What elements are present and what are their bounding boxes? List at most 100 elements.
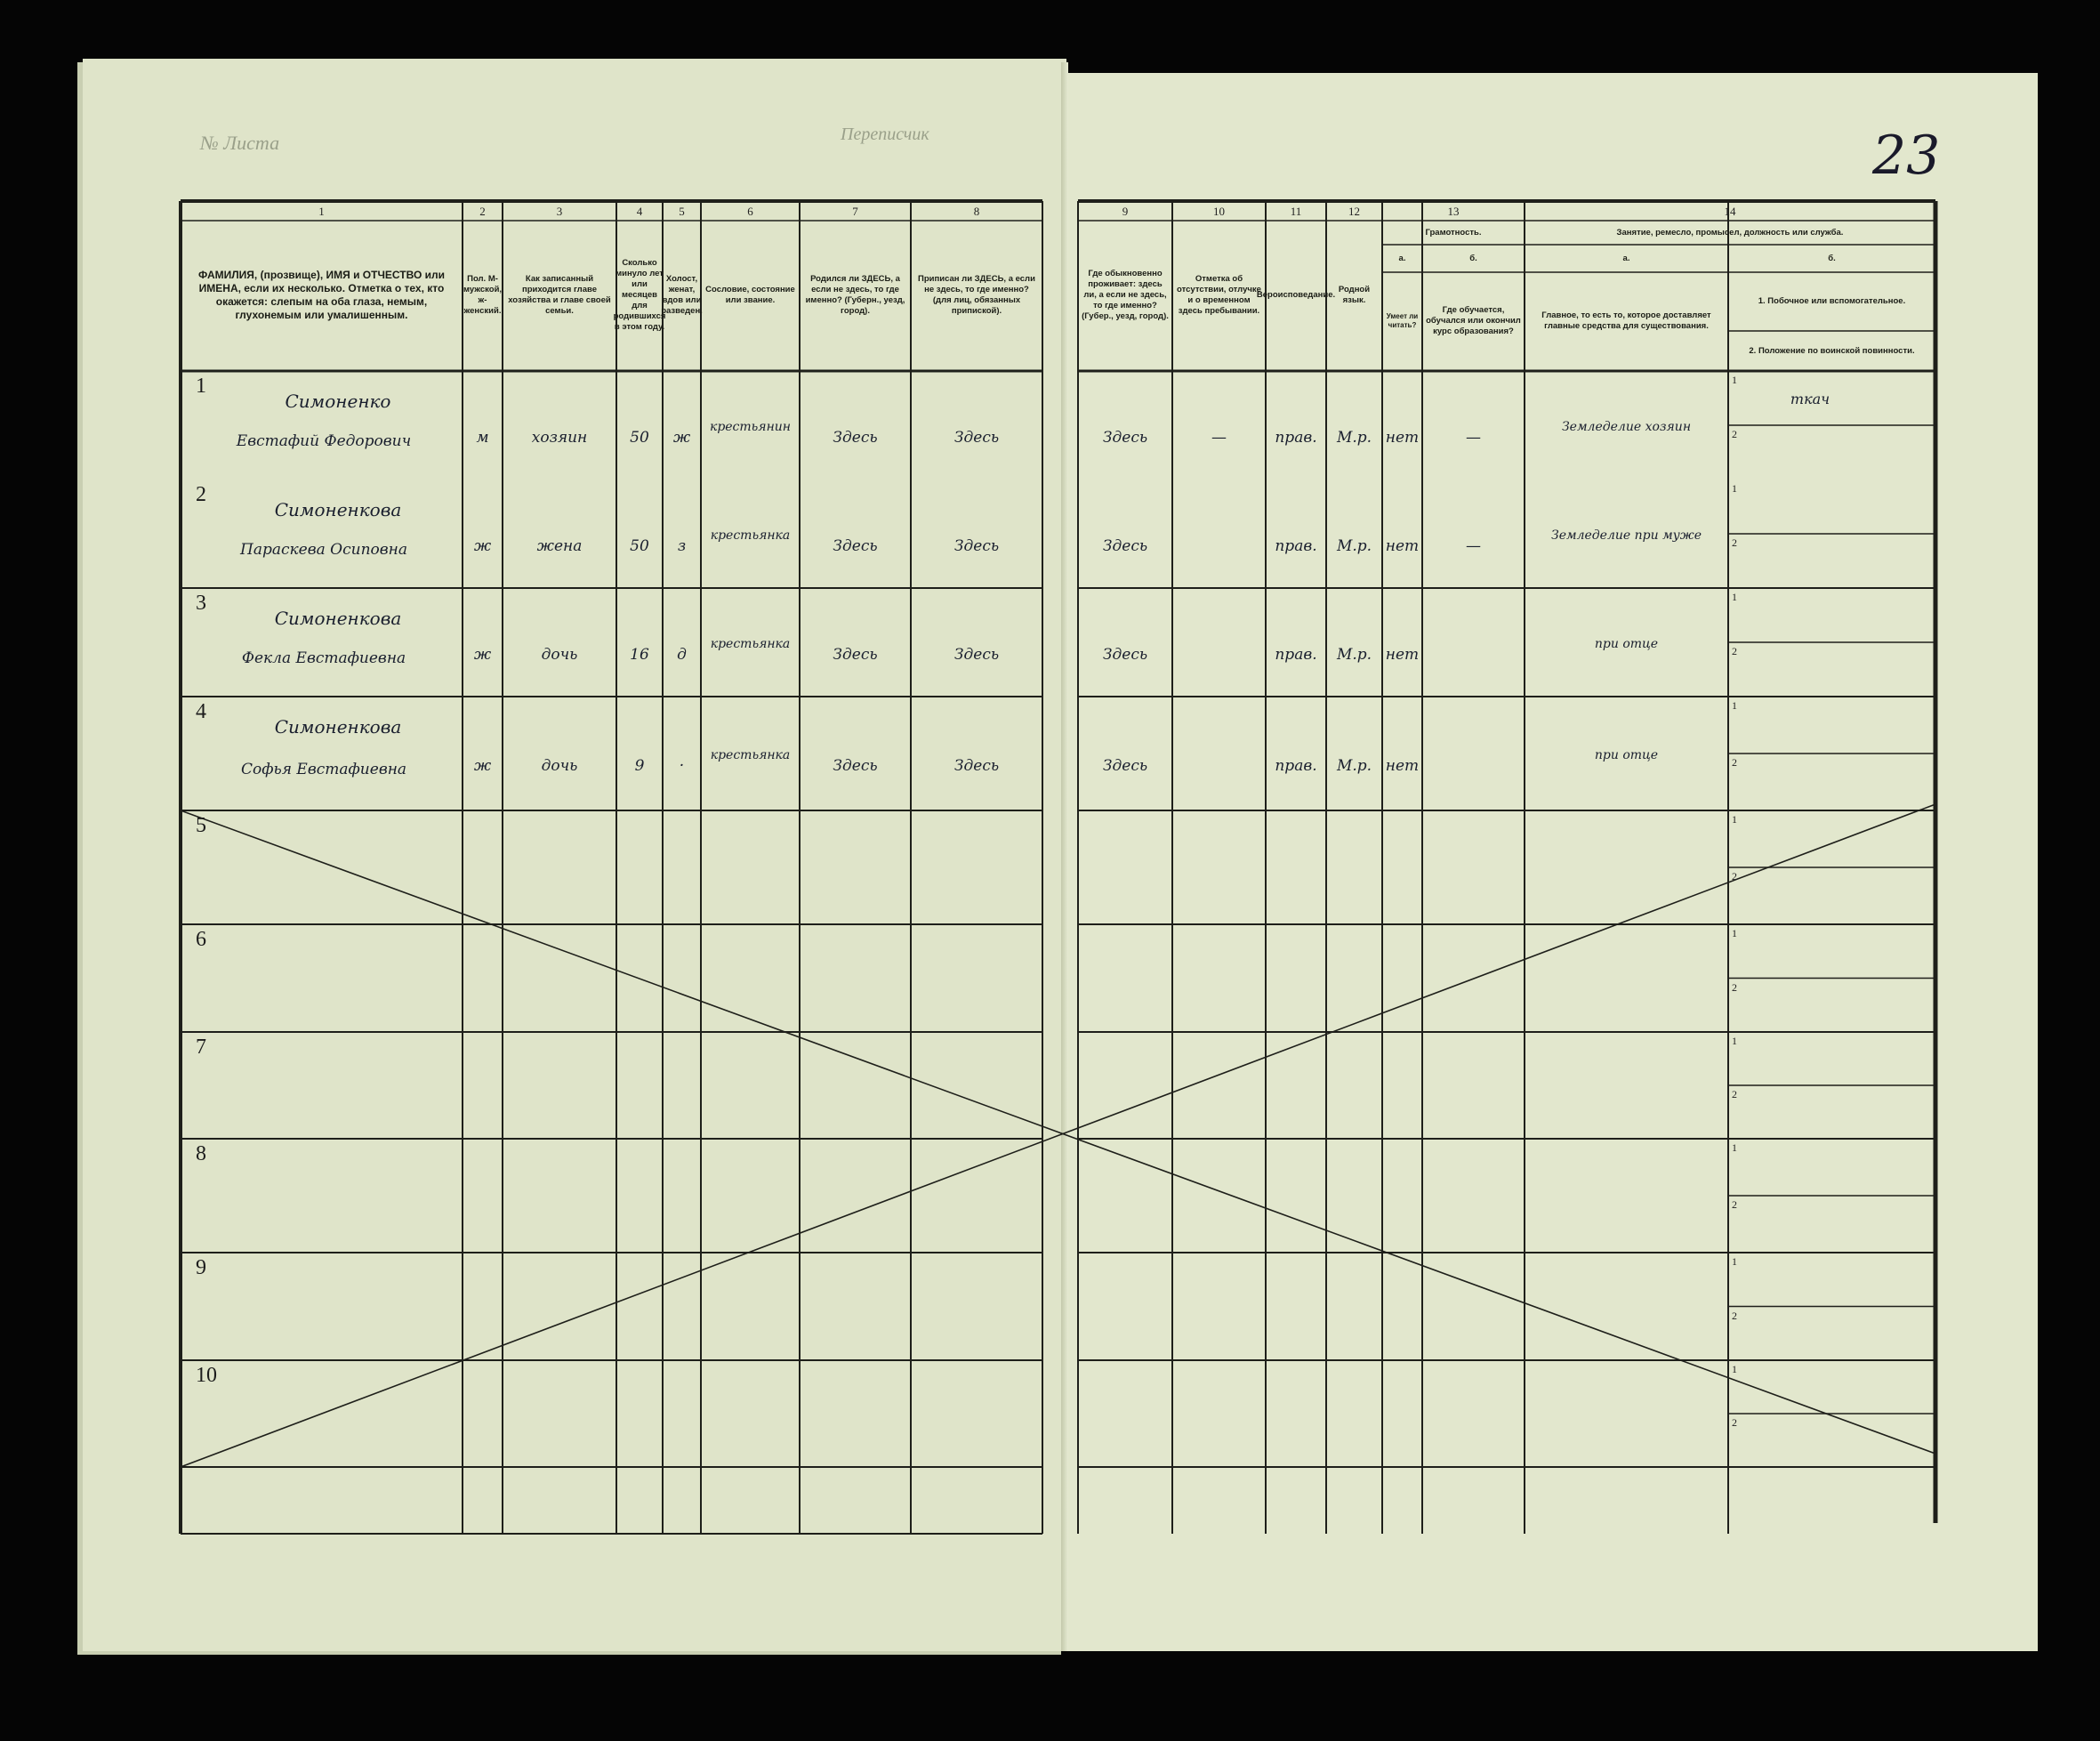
entry-relation: хозяин <box>531 429 588 447</box>
sub-row-label: 2 <box>1732 756 1737 769</box>
person-given-name: Софья Евстафиевна <box>240 761 407 778</box>
column-header-c3: Как записанный приходится главе хозяйств… <box>508 274 611 316</box>
entry-estate: крестьянин <box>709 420 792 434</box>
column-number: 8 <box>973 205 980 218</box>
entry-language: М.р. <box>1336 537 1372 555</box>
column-header-c1: ФАМИЛИЯ, (прозвище), ИМЯ и ОТЧЕСТВО или … <box>198 269 445 321</box>
entry-resides: Здесь <box>1102 537 1148 555</box>
entry-resides: Здесь <box>1102 757 1148 775</box>
entry-marital: · <box>679 757 685 775</box>
left-page <box>83 59 1066 1651</box>
row-number: 3 <box>196 592 206 615</box>
row-number: 10 <box>196 1364 217 1387</box>
entry-born: Здесь <box>833 537 878 555</box>
entry-born: Здесь <box>833 429 878 447</box>
entry-absence: — <box>1211 429 1227 447</box>
entry-language: М.р. <box>1336 757 1372 775</box>
column-number: 4 <box>636 205 643 218</box>
column-header-literacy: Грамотность. <box>1425 228 1482 238</box>
person-surname: Симоненкова <box>274 608 402 629</box>
sub-row-label: 2 <box>1732 428 1737 440</box>
entry-religion: прав. <box>1275 757 1317 775</box>
column-header-c13b: Где обучается, обучался или окончил курс… <box>1426 305 1521 336</box>
column-header-c7: Родился ли ЗДЕСЬ, а если не здесь, то гд… <box>805 274 905 316</box>
column-number: 5 <box>679 205 685 218</box>
person-surname: Симоненкова <box>274 716 402 738</box>
column-number: 9 <box>1122 205 1129 218</box>
row-number: 5 <box>196 814 206 837</box>
entry-age: 50 <box>630 537 649 555</box>
column-header-c14b1: 1. Побочное или вспомогательное. <box>1758 296 1906 307</box>
entry-reads: нет <box>1385 757 1420 775</box>
sub-row-label: 1 <box>1732 1141 1737 1154</box>
column-number: 13 <box>1447 205 1460 218</box>
column-number: 6 <box>747 205 753 218</box>
column-header-c14a: Главное, то есть то, которое доставляет … <box>1541 310 1711 331</box>
entry-relation: дочь <box>541 646 578 664</box>
page-number: 23 <box>1872 125 1941 187</box>
sub-row-label: 1 <box>1732 374 1737 386</box>
row-number: 9 <box>196 1256 206 1279</box>
column-header-c9: Где обыкновенно проживает: здесь ли, а е… <box>1082 269 1169 321</box>
entry-registered: Здесь <box>953 757 1000 775</box>
entry-registered: Здесь <box>953 537 1000 555</box>
column-header-c8: Приписан ли ЗДЕСЬ, а если не здесь, то г… <box>918 274 1035 316</box>
column-header-c6: Сословие, состояние или звание. <box>705 285 795 305</box>
entry-sex: ж <box>473 537 492 555</box>
row-number: 6 <box>196 928 206 951</box>
entry-occupation: Земледелие хозяин <box>1561 420 1692 434</box>
column-header-c2: Пол. М-мужской, ж-женский. <box>463 274 503 316</box>
sub-row-label: 1 <box>1732 1035 1737 1047</box>
entry-reads: нет <box>1385 429 1420 447</box>
column-number: 3 <box>556 205 563 218</box>
sub-row-label: 2 <box>1732 536 1737 549</box>
entry-language: М.р. <box>1336 646 1372 664</box>
column-number: 14 <box>1724 205 1736 218</box>
entry-estate: крестьянка <box>710 637 791 651</box>
sheet-label: № Листа <box>200 132 280 154</box>
entry-marital: д <box>677 646 687 664</box>
entry-sex: ж <box>473 757 492 775</box>
entry-education: — <box>1466 429 1481 447</box>
column-number: 7 <box>852 205 858 218</box>
column-number: 2 <box>479 205 486 218</box>
entry-marital: ж <box>672 429 691 447</box>
person-given-name: Фекла Евстафиевна <box>241 649 406 667</box>
column-number: 1 <box>318 205 325 218</box>
sub-row-label: 2 <box>1732 870 1737 883</box>
right-page <box>1065 73 2038 1651</box>
sub-row-label: 1 <box>1732 813 1737 826</box>
person-surname: Симоненко <box>285 391 391 412</box>
column-header-c14b2: 2. Положение по воинской повинности. <box>1749 346 1915 357</box>
cross-out-line <box>180 803 1936 1468</box>
entry-relation: жена <box>536 537 583 555</box>
entry-born: Здесь <box>833 757 878 775</box>
sub-row-label: 2 <box>1732 645 1737 657</box>
sub-row-label: 2 <box>1732 980 1737 994</box>
entry-resides: Здесь <box>1102 429 1148 447</box>
sub-row-label: 2 <box>1732 1416 1737 1429</box>
column-header-c5: Холост, женат, вдов или разведен. <box>661 274 703 316</box>
sub-row-label: 2 <box>1732 1309 1737 1322</box>
entry-resides: Здесь <box>1102 646 1148 664</box>
row-number: 8 <box>196 1142 206 1165</box>
sub-row-label: 1 <box>1732 591 1737 603</box>
row-number: 1 <box>196 375 206 398</box>
row-number: 2 <box>196 483 206 506</box>
entry-relation: дочь <box>541 757 578 775</box>
person-given-name: Евстафий Федорович <box>236 432 412 450</box>
entry-registered: Здесь <box>953 646 1000 664</box>
column-number: 12 <box>1348 205 1360 218</box>
sub-row-label: 1 <box>1732 482 1737 495</box>
entry-sex: ж <box>473 646 492 664</box>
column-header-occupation-b-letter: б. <box>1828 254 1836 264</box>
entry-occupation: Земледелие при муже <box>1550 528 1702 543</box>
enumerator-label: Переписчик <box>841 125 929 144</box>
sub-row-label: 1 <box>1732 1255 1737 1268</box>
entry-age: 50 <box>630 429 649 447</box>
column-header-c4: Сколько минуло лет или месяцев для родив… <box>613 258 666 332</box>
entry-reads: нет <box>1385 646 1420 664</box>
column-header-c13a: Умеет ли читать? <box>1386 312 1419 329</box>
row-number: 4 <box>196 700 206 723</box>
entry-sex: м <box>476 429 489 447</box>
